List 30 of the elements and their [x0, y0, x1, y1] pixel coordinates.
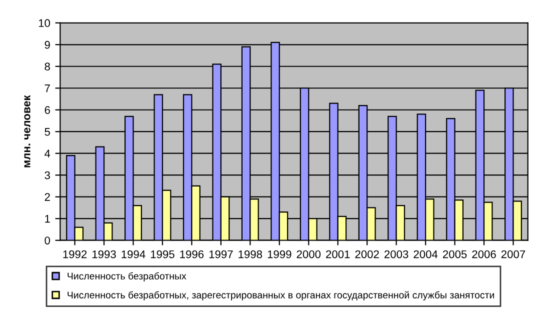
y-tick-label: 5 — [44, 128, 50, 136]
x-tick-label: 2004 — [414, 250, 438, 258]
y-axis-title: млн. человек — [24, 95, 30, 168]
y-tick-label: 10 — [38, 19, 50, 28]
x-tick-label: 1999 — [268, 250, 292, 258]
y-tick-label: 4 — [44, 150, 50, 158]
y-tick-label: 7 — [44, 84, 50, 92]
y-tick-label: 9 — [44, 40, 50, 49]
x-tick-label: 1997 — [209, 250, 233, 258]
y-tick-label: 2 — [44, 193, 50, 201]
y-tick-label: 3 — [44, 171, 50, 180]
x-tick-label: 2001 — [326, 250, 350, 258]
x-tick-label: 1993 — [92, 250, 116, 258]
legend-label: Численность безработных, зарегестрированных в органах государственной службы занятости — [68, 291, 494, 300]
x-tick-label: 1992 — [63, 250, 87, 258]
x-tick-label: 2002 — [355, 250, 379, 258]
x-tick-label: 1995 — [150, 250, 174, 258]
legend-label: Численность безработных — [68, 272, 186, 282]
x-tick-label: 1994 — [122, 250, 146, 258]
y-tick-label: 1 — [45, 214, 50, 223]
y-tick-label: 6 — [44, 106, 50, 114]
x-tick-label: 2000 — [296, 250, 321, 258]
x-tick-label: 2003 — [384, 250, 408, 258]
x-tick-label: 2005 — [442, 250, 467, 258]
y-tick-label: 8 — [44, 62, 50, 71]
y-tick-label: 0 — [44, 236, 50, 244]
x-tick-label: 2006 — [472, 250, 496, 258]
x-tick-label: 2007 — [501, 250, 526, 258]
x-tick-label: 1998 — [238, 250, 262, 258]
x-tick-label: 1996 — [180, 250, 204, 258]
